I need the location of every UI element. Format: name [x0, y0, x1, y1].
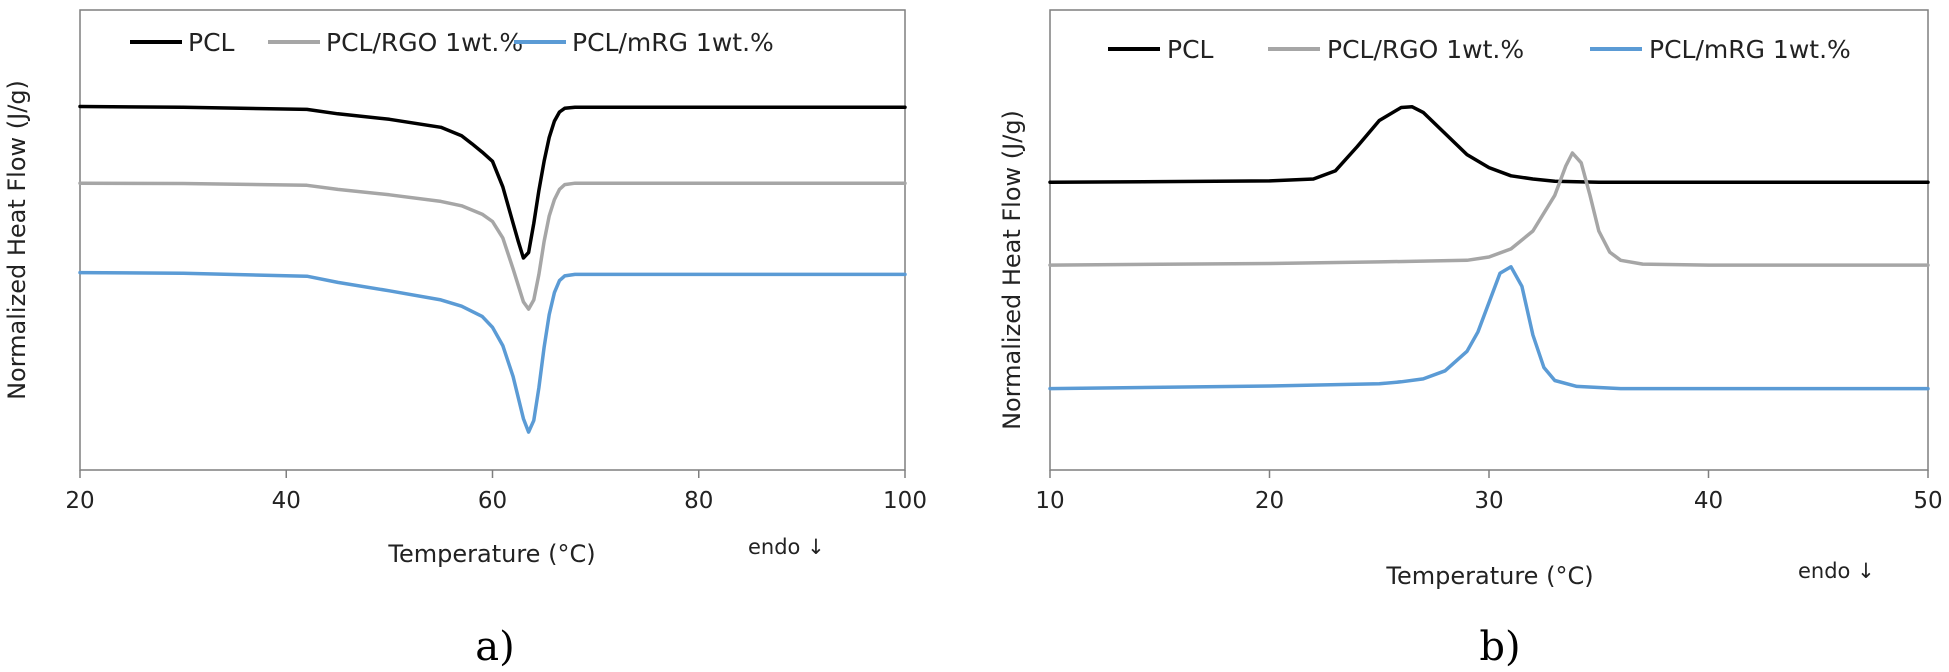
x-tick-label: 20	[65, 488, 94, 514]
chart-panel-a: 20 40 60 80 100 PCL PCL/RGO 1wt.% PCL/mRG 1w…	[3, 9, 927, 670]
plot-lines	[1048, 105, 1930, 391]
panel-label-b: b)	[1479, 624, 1520, 670]
plot-area-border	[1049, 9, 1929, 471]
x-axis: 10 20 30 40 50	[1035, 470, 1943, 514]
panel-label-a: a)	[475, 624, 514, 670]
legend-label-pcl-mrg: PCL/mRG 1wt.%	[572, 28, 774, 57]
x-tick-label: 50	[1913, 488, 1942, 514]
x-tick-label: 20	[1255, 488, 1284, 514]
legend-label-pcl-mrg: PCL/mRG 1wt.%	[1649, 35, 1851, 64]
y-axis-title: Normalized Heat Flow (J/g)	[998, 110, 1026, 430]
x-tick-label: 40	[272, 488, 301, 514]
endo-annotation: endo ↓	[1798, 559, 1875, 583]
x-axis-title: Temperature (°C)	[1385, 562, 1593, 590]
x-tick-label: 40	[1694, 488, 1723, 514]
endo-annotation: endo ↓	[748, 535, 825, 559]
x-axis-title: Temperature (°C)	[387, 540, 595, 568]
plot-area-border	[79, 9, 906, 471]
x-tick-label: 100	[883, 488, 927, 514]
y-axis-title: Normalized Heat Flow (J/g)	[3, 80, 31, 400]
x-tick-label: 10	[1035, 488, 1064, 514]
x-tick-label: 80	[684, 488, 713, 514]
legend-label-pcl: PCL	[188, 28, 235, 57]
plot-lines	[78, 104, 907, 434]
legend-label-pcl-rgo: PCL/RGO 1wt.%	[1327, 35, 1524, 64]
series-line-pcl-rgo-1wt	[1048, 151, 1930, 267]
legend: PCL PCL/RGO 1wt.% PCL/mRG 1wt.%	[130, 28, 774, 57]
x-tick-label: 30	[1474, 488, 1503, 514]
x-axis: 20 40 60 80 100	[65, 470, 927, 514]
series-line-pcl-rgo-1wt	[78, 181, 907, 311]
series-line-pcl-mrg-1wt	[1048, 265, 1930, 391]
legend-label-pcl-rgo: PCL/RGO 1wt.%	[326, 28, 523, 57]
chart-panel-b: 10 20 30 40 50 PCL PCL/RGO 1wt.% PCL/mRG 1wt…	[998, 9, 1943, 670]
legend-label-pcl: PCL	[1167, 35, 1214, 64]
x-tick-label: 60	[478, 488, 507, 514]
series-line-pcl-mrg-1wt	[78, 270, 907, 434]
legend: PCL PCL/RGO 1wt.% PCL/mRG 1wt.%	[1108, 35, 1851, 64]
series-line-pcl	[78, 104, 907, 260]
series-line-pcl	[1048, 105, 1930, 185]
